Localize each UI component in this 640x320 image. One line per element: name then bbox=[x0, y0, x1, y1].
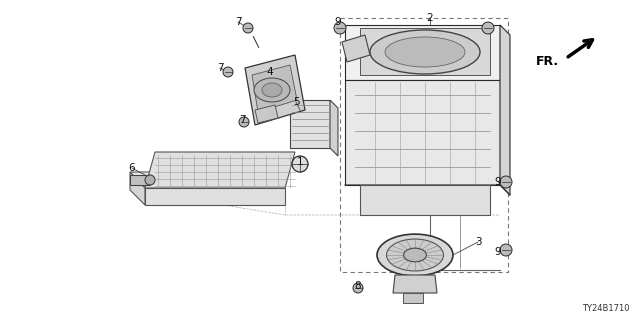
Text: 3: 3 bbox=[475, 237, 481, 247]
Text: 7: 7 bbox=[217, 63, 223, 73]
Ellipse shape bbox=[292, 156, 308, 172]
Ellipse shape bbox=[377, 234, 453, 276]
Polygon shape bbox=[393, 275, 437, 293]
Ellipse shape bbox=[239, 117, 249, 127]
Ellipse shape bbox=[385, 37, 465, 67]
Polygon shape bbox=[360, 28, 490, 75]
Text: 9: 9 bbox=[495, 177, 501, 187]
Text: TY24B1710: TY24B1710 bbox=[582, 304, 630, 313]
Polygon shape bbox=[345, 25, 500, 80]
Text: 7: 7 bbox=[239, 115, 245, 125]
Polygon shape bbox=[145, 188, 285, 205]
Text: 1: 1 bbox=[297, 157, 303, 167]
Polygon shape bbox=[245, 55, 305, 125]
Polygon shape bbox=[360, 185, 490, 215]
Text: 7: 7 bbox=[235, 17, 241, 27]
Ellipse shape bbox=[353, 283, 363, 293]
Ellipse shape bbox=[262, 83, 282, 97]
Polygon shape bbox=[342, 35, 370, 62]
Polygon shape bbox=[403, 293, 423, 303]
Polygon shape bbox=[130, 172, 285, 188]
Text: 2: 2 bbox=[427, 13, 433, 23]
Ellipse shape bbox=[370, 30, 480, 74]
Ellipse shape bbox=[223, 67, 233, 77]
Ellipse shape bbox=[500, 244, 512, 256]
Polygon shape bbox=[330, 100, 338, 156]
Polygon shape bbox=[290, 100, 330, 148]
Ellipse shape bbox=[482, 22, 494, 34]
Bar bbox=[340, 18, 508, 272]
Text: 6: 6 bbox=[129, 163, 135, 173]
Ellipse shape bbox=[254, 78, 290, 102]
Polygon shape bbox=[255, 105, 278, 123]
Polygon shape bbox=[145, 152, 295, 188]
Text: 9: 9 bbox=[495, 247, 501, 257]
Polygon shape bbox=[345, 80, 500, 185]
Text: 5: 5 bbox=[292, 97, 300, 107]
Ellipse shape bbox=[387, 239, 444, 271]
Ellipse shape bbox=[145, 175, 155, 185]
Text: 9: 9 bbox=[335, 17, 341, 27]
Text: 8: 8 bbox=[355, 281, 362, 291]
Polygon shape bbox=[130, 175, 150, 185]
Polygon shape bbox=[130, 172, 145, 205]
Polygon shape bbox=[500, 25, 510, 195]
Text: 4: 4 bbox=[267, 67, 273, 77]
Polygon shape bbox=[252, 65, 297, 112]
Ellipse shape bbox=[404, 248, 426, 262]
Ellipse shape bbox=[500, 176, 512, 188]
Ellipse shape bbox=[334, 22, 346, 34]
Ellipse shape bbox=[243, 23, 253, 33]
Text: FR.: FR. bbox=[536, 55, 559, 68]
